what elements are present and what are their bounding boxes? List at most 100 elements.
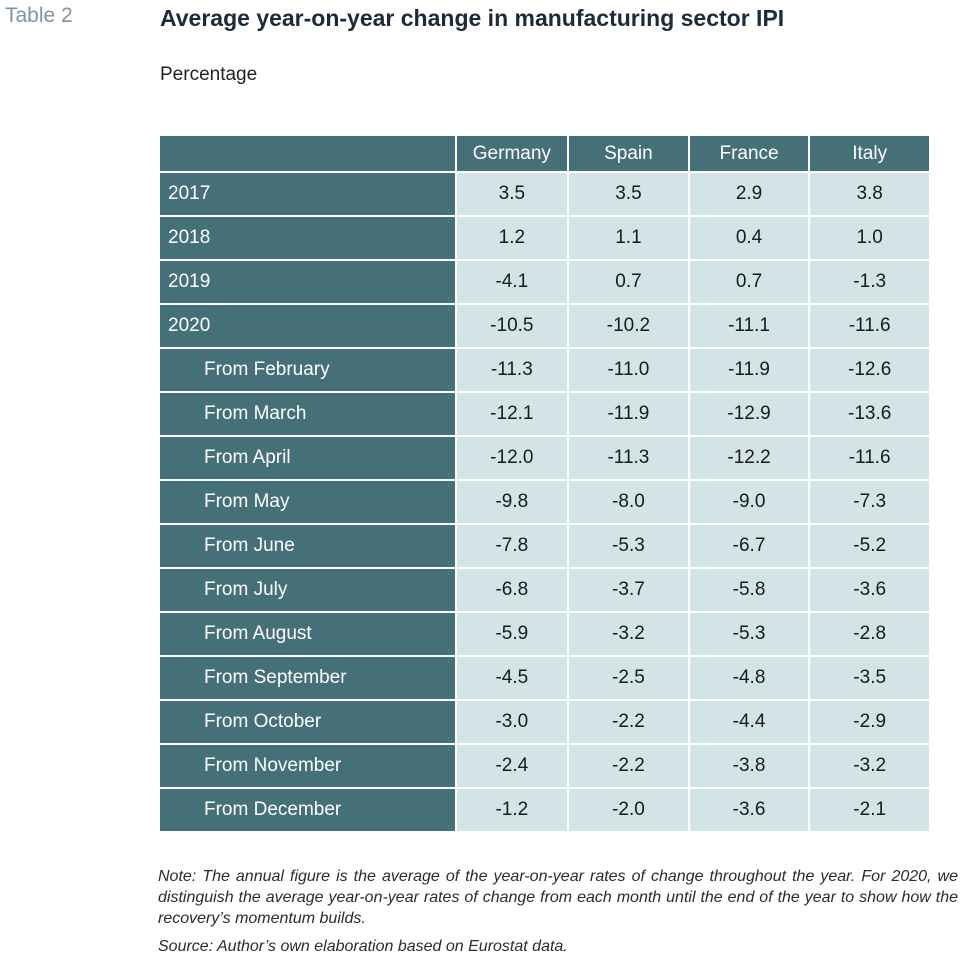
- table-source: Source: Author’s own elaboration based o…: [158, 938, 568, 955]
- row-label: 2017: [160, 173, 455, 215]
- value-cell: -11.6: [810, 437, 929, 479]
- value-cell: -11.9: [689, 349, 809, 391]
- value-cell: 2.9: [689, 173, 809, 215]
- row-label: 2018: [160, 217, 455, 259]
- value-cell: -2.8: [810, 613, 929, 655]
- value-cell: -4.5: [456, 657, 568, 699]
- value-cell: -3.5: [810, 657, 929, 699]
- table-row: From July -6.8 -3.7 -5.8 -3.6: [160, 569, 929, 611]
- value-cell: -2.1: [810, 789, 929, 831]
- table-row: 2017 3.5 3.5 2.9 3.8: [160, 173, 929, 215]
- value-cell: -12.2: [689, 437, 809, 479]
- value-cell: -12.9: [689, 393, 809, 435]
- value-cell: -4.8: [689, 657, 809, 699]
- value-cell: -9.8: [456, 481, 568, 523]
- row-label: From April: [160, 437, 455, 479]
- table-row: 2020 -10.5 -10.2 -11.1 -11.6: [160, 305, 929, 347]
- value-cell: -10.2: [569, 305, 688, 347]
- value-cell: -1.2: [456, 789, 568, 831]
- table-subtitle: Percentage: [160, 64, 258, 85]
- column-header: Spain: [569, 136, 688, 171]
- value-cell: -3.8: [689, 745, 809, 787]
- row-label: From March: [160, 393, 455, 435]
- value-cell: -11.9: [569, 393, 688, 435]
- value-cell: -5.9: [456, 613, 568, 655]
- value-cell: -2.2: [569, 745, 688, 787]
- value-cell: 3.8: [810, 173, 929, 215]
- table-label: Table 2: [5, 4, 73, 27]
- value-cell: -2.4: [456, 745, 568, 787]
- table-row: 2019 -4.1 0.7 0.7 -1.3: [160, 261, 929, 303]
- table-row: From April -12.0 -11.3 -12.2 -11.6: [160, 437, 929, 479]
- row-label: From May: [160, 481, 455, 523]
- table-note: Note: The annual figure is the average o…: [158, 868, 958, 927]
- column-header: Italy: [810, 136, 929, 171]
- table-row: From August -5.9 -3.2 -5.3 -2.8: [160, 613, 929, 655]
- value-cell: -2.2: [569, 701, 688, 743]
- row-label: From July: [160, 569, 455, 611]
- value-cell: -10.5: [456, 305, 568, 347]
- table-row: From May -9.8 -8.0 -9.0 -7.3: [160, 481, 929, 523]
- header-row: Germany Spain France Italy: [160, 136, 929, 171]
- table-row: From March -12.1 -11.9 -12.9 -13.6: [160, 393, 929, 435]
- value-cell: -12.6: [810, 349, 929, 391]
- row-label: From August: [160, 613, 455, 655]
- value-cell: 0.4: [689, 217, 809, 259]
- table-row: 2018 1.2 1.1 0.4 1.0: [160, 217, 929, 259]
- value-cell: 3.5: [569, 173, 688, 215]
- value-cell: -4.1: [456, 261, 568, 303]
- value-cell: -11.3: [569, 437, 688, 479]
- value-cell: -2.9: [810, 701, 929, 743]
- value-cell: -11.0: [569, 349, 688, 391]
- value-cell: -11.3: [456, 349, 568, 391]
- value-cell: -1.3: [810, 261, 929, 303]
- row-label: 2020: [160, 305, 455, 347]
- row-label: From October: [160, 701, 455, 743]
- value-cell: 1.1: [569, 217, 688, 259]
- value-cell: 1.0: [810, 217, 929, 259]
- value-cell: -5.2: [810, 525, 929, 567]
- row-label: From December: [160, 789, 455, 831]
- value-cell: -7.3: [810, 481, 929, 523]
- value-cell: 0.7: [689, 261, 809, 303]
- value-cell: -5.8: [689, 569, 809, 611]
- table-title: Average year-on-year change in manufactu…: [160, 5, 785, 31]
- value-cell: -6.7: [689, 525, 809, 567]
- value-cell: -12.0: [456, 437, 568, 479]
- value-cell: -3.6: [689, 789, 809, 831]
- value-cell: -2.5: [569, 657, 688, 699]
- value-cell: -9.0: [689, 481, 809, 523]
- row-label: From June: [160, 525, 455, 567]
- value-cell: 0.7: [569, 261, 688, 303]
- value-cell: -11.6: [810, 305, 929, 347]
- value-cell: -3.7: [569, 569, 688, 611]
- value-cell: -5.3: [689, 613, 809, 655]
- column-header: France: [689, 136, 809, 171]
- value-cell: -3.2: [569, 613, 688, 655]
- value-cell: -6.8: [456, 569, 568, 611]
- table-row: From February -11.3 -11.0 -11.9 -12.6: [160, 349, 929, 391]
- table-row: From September -4.5 -2.5 -4.8 -3.5: [160, 657, 929, 699]
- row-label: From February: [160, 349, 455, 391]
- value-cell: -2.0: [569, 789, 688, 831]
- table-row: From November -2.4 -2.2 -3.8 -3.2: [160, 745, 929, 787]
- table-row: From October -3.0 -2.2 -4.4 -2.9: [160, 701, 929, 743]
- value-cell: -12.1: [456, 393, 568, 435]
- value-cell: -11.1: [689, 305, 809, 347]
- value-cell: 3.5: [456, 173, 568, 215]
- value-cell: -5.3: [569, 525, 688, 567]
- row-label: 2019: [160, 261, 455, 303]
- value-cell: -13.6: [810, 393, 929, 435]
- value-cell: -8.0: [569, 481, 688, 523]
- table-row: From December -1.2 -2.0 -3.6 -2.1: [160, 789, 929, 831]
- value-cell: -7.8: [456, 525, 568, 567]
- value-cell: -3.6: [810, 569, 929, 611]
- value-cell: -3.0: [456, 701, 568, 743]
- corner-header-cell: [160, 136, 455, 171]
- column-header: Germany: [456, 136, 568, 171]
- row-label: From September: [160, 657, 455, 699]
- row-label: From November: [160, 745, 455, 787]
- data-table: Germany Spain France Italy 2017 3.5 3.5 2.9…: [158, 134, 931, 833]
- value-cell: -3.2: [810, 745, 929, 787]
- value-cell: 1.2: [456, 217, 568, 259]
